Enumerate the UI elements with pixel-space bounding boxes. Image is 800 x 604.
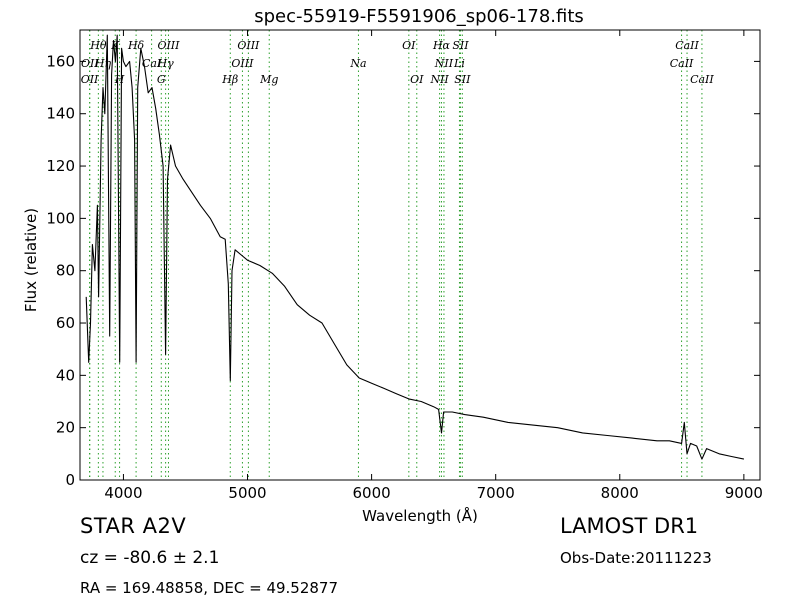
line-label-g: G — [157, 73, 166, 86]
line-label-caii: CaII — [670, 57, 694, 70]
y-axis-label: Flux (relative) — [22, 208, 40, 312]
line-label-caii: CaII — [690, 73, 714, 86]
coordinates-label: RA = 169.48858, DEC = 49.52877 — [80, 579, 339, 597]
line-label-hη: Hη — [94, 57, 112, 70]
x-tick-label: 9000 — [725, 484, 763, 502]
plot-frame — [79, 29, 761, 481]
line-label-mg: Mg — [259, 73, 278, 86]
line-label-oiii: OIII — [157, 39, 180, 52]
y-tick-label: 160 — [46, 52, 75, 70]
y-tick-label: 20 — [56, 419, 75, 437]
observation-date-label: Obs-Date:20111223 — [560, 549, 712, 567]
x-tick-label: 5000 — [228, 484, 266, 502]
y-tick-label: 80 — [56, 262, 75, 280]
line-label-nii: NII — [434, 57, 454, 70]
line-label-nii: NII — [429, 73, 449, 86]
y-tick-label: 120 — [46, 157, 75, 175]
line-label-oii: OII — [81, 57, 99, 70]
line-label-k: K — [110, 39, 120, 52]
spectral-line-labels: OII OII Hθ Hη K H Hδ CaI OIII Hγ G Hβ OIII OIII Mg Na OI… — [81, 39, 715, 86]
line-label-hθ: Hθ — [89, 39, 107, 52]
line-label-oi: OI — [402, 39, 416, 52]
y-tick-label: 140 — [46, 105, 75, 123]
spectral-line-markers — [89, 30, 703, 480]
y-tick-label: 60 — [56, 314, 75, 332]
x-axis-label: Wavelength (Å) — [362, 506, 478, 525]
redshift-label: cz = -80.6 ± 2.1 — [80, 548, 220, 568]
line-label-hβ: Hβ — [221, 73, 238, 86]
line-label-oiii: OIII — [231, 57, 254, 70]
spectrum-series-line — [85, 34, 745, 460]
line-label-hδ: Hδ — [127, 39, 145, 52]
line-label-hγ: Hγ — [157, 57, 175, 70]
line-label-na: Na — [349, 57, 366, 70]
y-tick-label: 0 — [65, 471, 75, 489]
x-tick-label: 6000 — [353, 484, 391, 502]
line-label-caii: CaII — [675, 39, 699, 52]
x-tick-label: 7000 — [477, 484, 515, 502]
line-label-oi: OI — [410, 73, 424, 86]
line-label-sii: SII — [454, 73, 471, 86]
line-label-cai: CaI — [142, 57, 162, 70]
line-label-li: Li — [453, 57, 465, 70]
line-label-hα: Hα — [432, 39, 451, 52]
line-label-h: H — [114, 73, 125, 86]
y-tick-label: 100 — [46, 209, 75, 227]
x-tick-label: 8000 — [601, 484, 639, 502]
y-tick-label: 40 — [56, 366, 75, 384]
x-tick-label: 4000 — [104, 484, 142, 502]
chart-title: spec-55919-F5591906_sp06-178.fits — [254, 6, 584, 27]
line-label-oii: OII — [81, 73, 99, 86]
survey-name-label: LAMOST DR1 — [560, 514, 699, 538]
x-axis-ticks: 4000 5000 6000 7000 8000 9000 — [104, 30, 763, 502]
line-label-sii: SII — [452, 39, 469, 52]
y-axis-ticks: 0 20 40 60 80 100 120 140 160 — [46, 52, 760, 489]
object-class-label: STAR A2V — [80, 514, 187, 538]
line-label-oiii: OIII — [237, 39, 260, 52]
